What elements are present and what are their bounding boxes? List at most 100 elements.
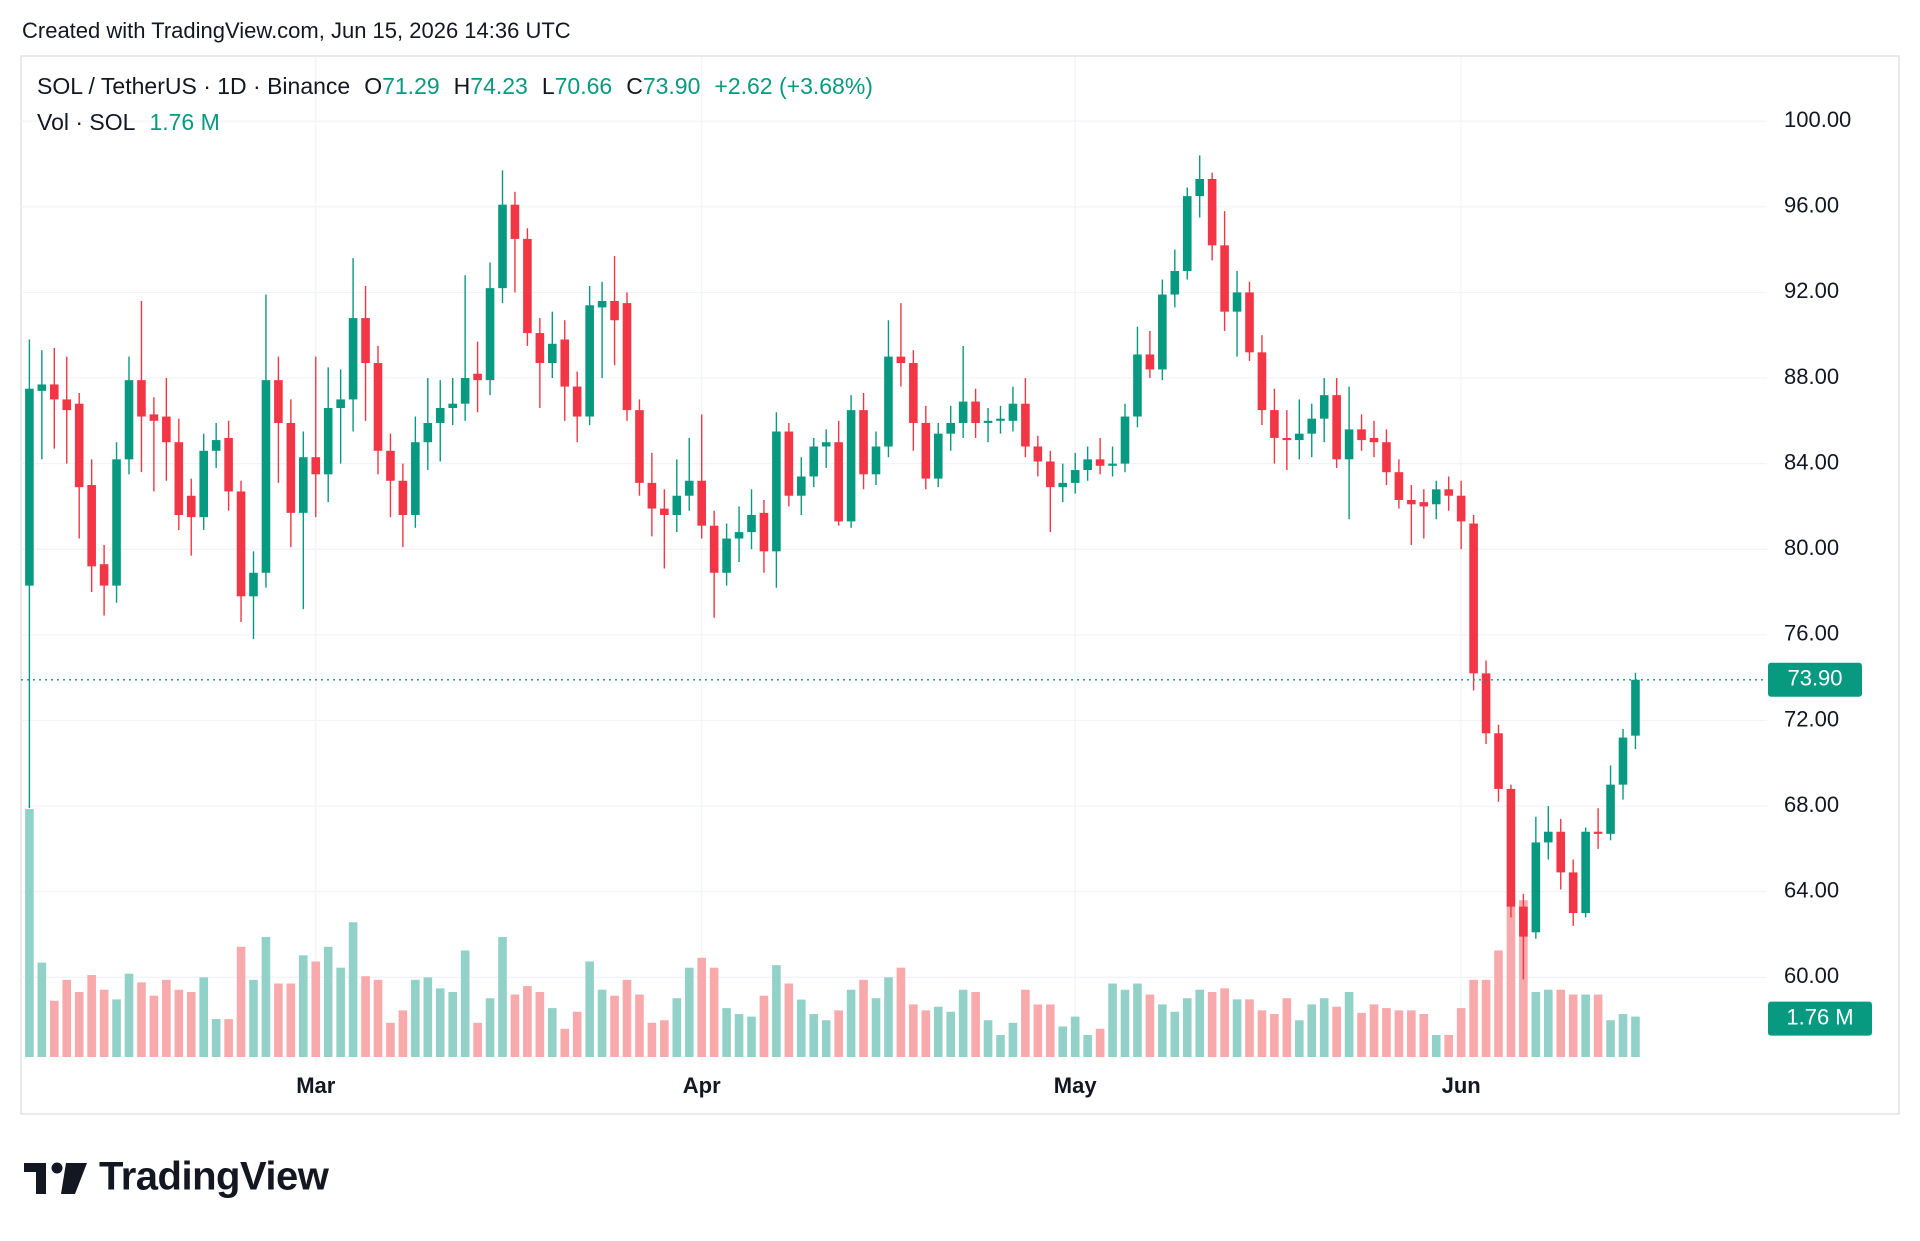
volume-bar	[759, 995, 769, 1057]
candle-body	[149, 414, 159, 421]
volume-bar	[946, 1011, 955, 1057]
y-tick-label: 60.00	[1784, 963, 1839, 988]
candle-body	[1145, 354, 1155, 370]
volume-bar	[797, 999, 806, 1057]
volume-bar	[1220, 988, 1229, 1057]
candle-body	[25, 388, 34, 586]
volume-bar	[996, 1034, 1005, 1057]
candle-body	[112, 459, 121, 586]
volume-bar	[722, 1008, 731, 1057]
volume-bar	[1593, 994, 1603, 1057]
volume-bar	[25, 809, 34, 1057]
volume-bar	[1307, 1004, 1317, 1057]
volume-bar	[87, 975, 96, 1057]
logo-shape	[51, 1162, 63, 1174]
candle-body	[186, 495, 196, 518]
candle-body	[660, 508, 669, 515]
volume-bar	[1120, 989, 1130, 1057]
volume-bar	[1544, 989, 1553, 1057]
volume-bar	[933, 1006, 943, 1057]
volume-bar	[1008, 1022, 1018, 1057]
volume-bar	[162, 979, 171, 1057]
volume-bar	[834, 1010, 843, 1057]
volume-bar	[1058, 1026, 1068, 1057]
legend-close: 73.90	[643, 73, 701, 99]
volume-bar	[1431, 1034, 1441, 1057]
candle-body	[759, 512, 769, 552]
candle-body	[1257, 352, 1267, 411]
candle-body	[747, 514, 756, 533]
candle-body	[1494, 733, 1503, 789]
volume-bar	[1270, 1014, 1279, 1057]
volume-bar	[411, 979, 420, 1057]
candle-body	[548, 343, 557, 364]
volume-bar	[821, 1020, 831, 1057]
candle-body	[709, 525, 719, 573]
candle-body	[1170, 271, 1180, 295]
volume-bar	[1369, 1004, 1379, 1057]
candle-body	[884, 356, 893, 447]
volume-bar	[1531, 992, 1541, 1057]
candle-body	[435, 407, 445, 423]
volume-bar	[211, 1019, 221, 1057]
volume-bar	[647, 1022, 657, 1057]
volume-bar	[498, 936, 507, 1057]
volume-bar	[373, 979, 383, 1057]
legend-high-prefix: H	[454, 73, 471, 99]
legend-change: +2.62 (+3.68%)	[714, 73, 873, 99]
y-tick-label: 76.00	[1784, 621, 1839, 646]
volume-bar	[1456, 1008, 1466, 1057]
volume-bar	[50, 1000, 59, 1057]
candle-body	[809, 446, 819, 477]
candle-body	[834, 442, 843, 522]
volume-bar	[610, 995, 619, 1057]
chart-frame	[20, 55, 1900, 1115]
watermark: Created with TradingView.com, Jun 15, 20…	[22, 18, 571, 43]
volume-bar	[398, 1010, 408, 1057]
volume-tag-label: 1.76 M	[1786, 1004, 1853, 1029]
volume-bar	[1581, 994, 1590, 1057]
volume-bar	[1382, 1008, 1391, 1057]
y-tick-label: 84.00	[1784, 449, 1839, 474]
candle-body	[846, 410, 856, 522]
x-tick-label: Jun	[1442, 1073, 1481, 1098]
volume-bar	[809, 1014, 819, 1057]
y-tick-label: 80.00	[1784, 535, 1839, 560]
candle-body	[734, 532, 744, 539]
candle-body	[1270, 410, 1279, 438]
volume-bar	[535, 992, 545, 1057]
volume-bar	[660, 1020, 669, 1057]
volume-bar	[921, 1010, 931, 1057]
x-tick-label: Apr	[683, 1073, 721, 1098]
volume-bar	[224, 1019, 233, 1057]
volume-bar	[597, 989, 607, 1057]
candle-body	[498, 204, 507, 289]
candle-body	[137, 380, 146, 417]
candle-body	[1083, 459, 1092, 471]
candle-body	[311, 457, 321, 475]
candle-body	[249, 572, 258, 597]
candle-body	[1369, 437, 1379, 443]
candle-body	[386, 450, 395, 481]
candle-body	[1419, 502, 1429, 507]
candle-body	[1394, 472, 1404, 501]
x-tick-label: Mar	[296, 1073, 336, 1098]
volume-bar	[286, 983, 296, 1057]
volume-bar	[871, 998, 881, 1057]
candle-body	[946, 422, 955, 434]
candle-body	[411, 442, 420, 515]
volume-bar	[137, 982, 146, 1057]
volume-bar	[585, 961, 594, 1057]
volume-bar	[261, 936, 271, 1057]
candle-body	[722, 538, 731, 573]
candle-body	[261, 380, 271, 573]
candle-body	[211, 440, 221, 451]
candle-body	[560, 339, 570, 387]
candle-body	[1606, 784, 1615, 834]
volume-bar	[62, 979, 72, 1057]
candle-body	[323, 407, 333, 475]
volume-bar	[1158, 1004, 1167, 1057]
brand-name: TradingView	[99, 1155, 330, 1199]
candle-body	[1593, 831, 1603, 834]
